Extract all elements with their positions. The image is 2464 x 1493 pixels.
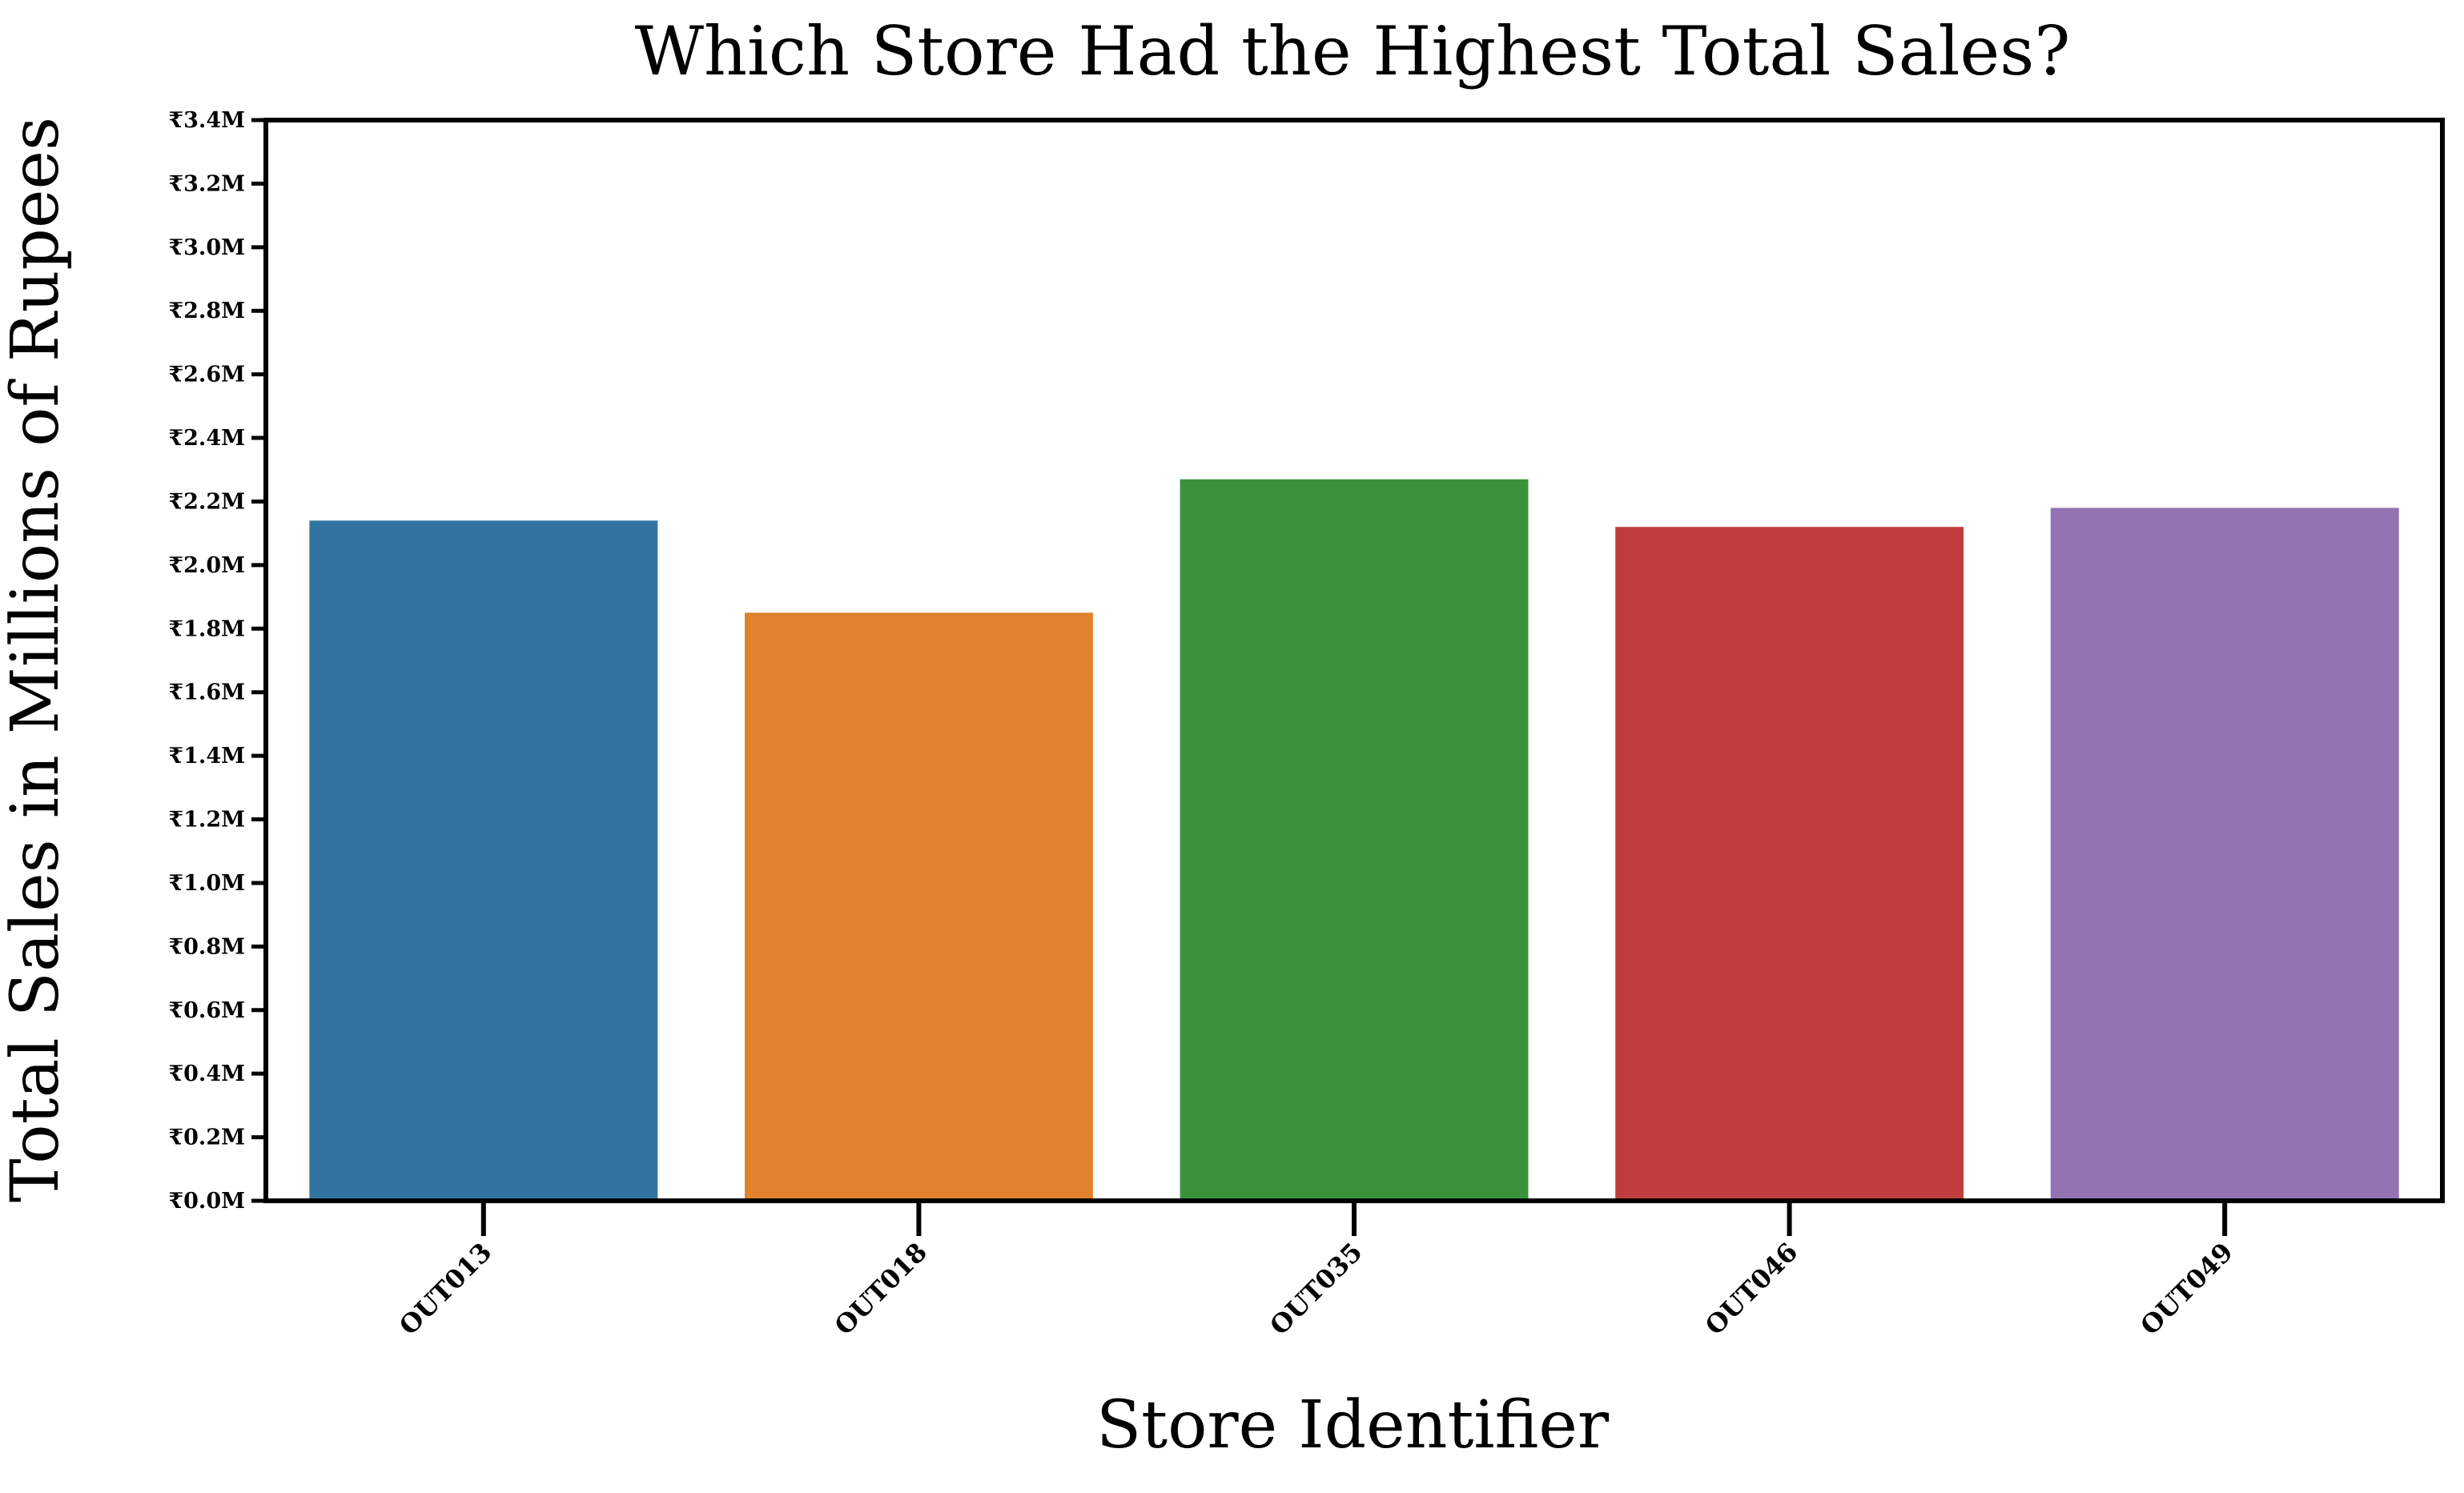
y-tick-label: ₹3.4M <box>168 108 245 133</box>
y-axis-label: Total Sales in Millions of Rupees <box>0 117 74 1202</box>
x-tick-label: OUT035 <box>1264 1237 1368 1341</box>
y-tick-label: ₹0.0M <box>168 1189 245 1214</box>
x-tick-label: OUT018 <box>829 1237 933 1341</box>
x-tick-label: OUT049 <box>2134 1237 2238 1341</box>
y-axis: ₹0.0M ₹0.2M ₹0.4M ₹0.6M ₹0.8M ₹1.0M ₹1.2M ₹1.4M… <box>168 108 266 1214</box>
bar-out013 <box>309 520 658 1201</box>
y-tick-label: ₹1.8M <box>168 616 245 641</box>
bar-out049 <box>2050 508 2399 1201</box>
y-tick-label: ₹1.6M <box>168 680 245 705</box>
y-tick-label: ₹0.4M <box>168 1062 245 1086</box>
x-axis-label: Store Identifier <box>1096 1387 1610 1463</box>
y-tick-label: ₹1.4M <box>168 744 245 769</box>
x-tick-label: OUT013 <box>393 1237 497 1341</box>
chart-title: Which Store Had the Highest Total Sales? <box>635 12 2071 90</box>
plot-frame <box>263 118 2445 1203</box>
y-tick-label: ₹0.2M <box>168 1126 245 1150</box>
bar-out035 <box>1180 479 1529 1201</box>
bar-out018 <box>745 612 1093 1201</box>
y-tick-label: ₹3.2M <box>168 171 245 196</box>
y-tick-label: ₹1.2M <box>168 808 245 833</box>
y-tick-label: ₹2.0M <box>168 553 245 578</box>
y-tick-label: ₹1.0M <box>168 871 245 896</box>
y-tick-label: ₹2.2M <box>168 489 245 514</box>
y-tick-label: ₹2.4M <box>168 426 245 451</box>
y-tick-label: ₹2.6M <box>168 363 245 387</box>
bar-out046 <box>1615 527 1964 1201</box>
bars-group <box>309 479 2399 1201</box>
y-tick-label: ₹2.8M <box>168 299 245 323</box>
x-tick-label: OUT046 <box>1699 1237 1803 1341</box>
y-tick-label: ₹0.6M <box>168 998 245 1023</box>
y-tick-label: ₹0.8M <box>168 934 245 959</box>
y-tick-label: ₹3.0M <box>168 235 245 260</box>
x-axis: OUT013 OUT018 OUT035 OUT046 OUT049 <box>393 1201 2239 1341</box>
